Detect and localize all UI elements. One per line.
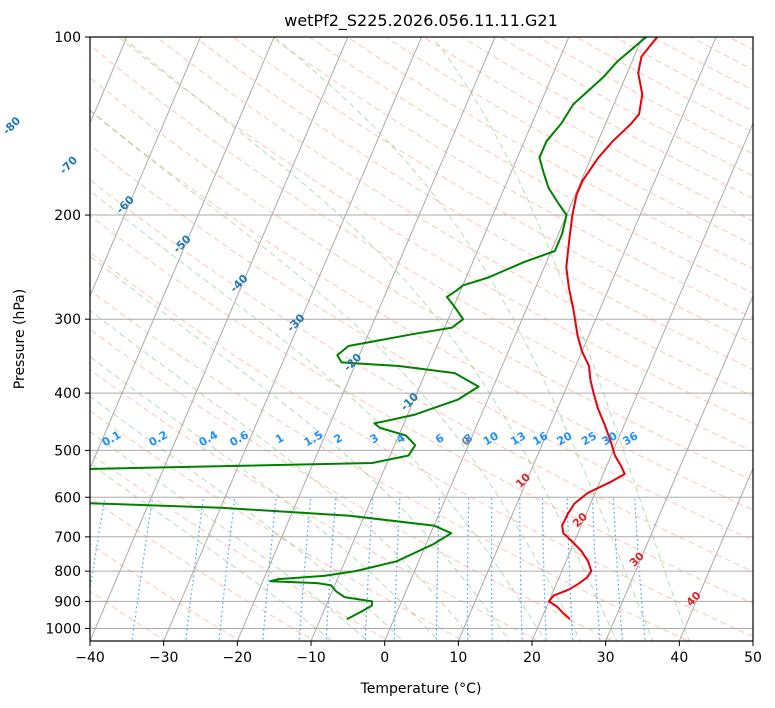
temperature-profile [547, 37, 658, 621]
dry-adiabat-line [90, 497, 316, 641]
isotherm-line [90, 37, 128, 125]
y-tick-label: 400 [54, 386, 81, 402]
profiles [90, 37, 658, 621]
isotherm-line [0, 10, 65, 653]
y-tick-label: 700 [54, 530, 81, 546]
mixing-ratio-line [262, 497, 277, 641]
dry-adiabat-line [90, 144, 753, 541]
isotherm-line [310, 37, 570, 641]
mixing-ratio-lines [90, 497, 646, 641]
isotherm-line [384, 37, 644, 641]
isotherm-line [90, 37, 275, 470]
isotherm-line [678, 467, 753, 641]
isobars [90, 37, 753, 629]
x-tick-label: −20 [223, 650, 253, 666]
dry-adiabat-line [90, 368, 540, 641]
x-tick-label: −30 [149, 650, 179, 666]
dry-adiabat-line [90, 289, 690, 641]
moist-adiabat-line [273, 37, 654, 641]
dry-adiabat-line [308, 37, 753, 294]
x-tick-label: −10 [296, 650, 326, 666]
isotherm-line [457, 37, 717, 641]
dry-adiabat-line [90, 251, 753, 638]
x-tick-label: 40 [670, 650, 688, 666]
dry-adiabat-line [90, 76, 753, 482]
y-tick-label: 200 [54, 208, 81, 224]
isotherm-line [531, 122, 753, 641]
mixing-ratio-line [393, 497, 401, 641]
dry-adiabat-line [90, 214, 753, 605]
mixing-ratio-line [634, 497, 646, 641]
isotherm-line [236, 37, 496, 641]
y-axis-ticks: 100 200 300 400 500 600 700 800 900 1000 [45, 30, 90, 637]
mixing-ratio-line [298, 497, 312, 641]
mixing-ratio-line [218, 497, 236, 641]
mixing-ratio-line [612, 497, 624, 641]
isotherm-label: -70 [57, 153, 80, 176]
isotherm-line [90, 37, 202, 298]
x-tick-label: 30 [597, 650, 615, 666]
y-tick-label: 100 [54, 30, 81, 46]
dry-adiabat-line [90, 410, 466, 641]
x-tick-label: 50 [744, 650, 762, 666]
mixing-ratio-line [566, 497, 574, 641]
x-axis-ticks: −40 −30 −20 −10 0 10 20 30 40 50 [75, 641, 762, 666]
x-tick-label: 0 [380, 650, 389, 666]
isotherm-line [163, 37, 423, 641]
dry-adiabat-line [232, 37, 753, 345]
plot-frame [89, 36, 754, 642]
y-tick-label: 500 [54, 443, 81, 459]
x-axis-label: Temperature (°C) [360, 681, 482, 697]
isotherms [0, 10, 753, 653]
mixing-ratio-line [466, 497, 470, 641]
dry-adiabat-line [90, 110, 753, 511]
y-tick-label: 1000 [45, 621, 81, 637]
dry-adiabat-line [90, 453, 391, 641]
mixing-ratio-line [364, 497, 374, 641]
isotherm-line [90, 37, 349, 641]
mixing-ratio-line [490, 497, 493, 641]
x-tick-label: 10 [449, 650, 467, 666]
isotherm-line [605, 294, 753, 641]
dewpoint-profile [90, 37, 647, 621]
y-tick-label: 600 [54, 490, 81, 506]
y-tick-label: 900 [54, 594, 81, 610]
x-tick-label: −40 [75, 650, 105, 666]
plot-background [90, 37, 753, 641]
y-tick-label: 800 [54, 564, 81, 580]
chart-title: wetPf2_S225.2026.056.11.11.G21 [284, 11, 558, 31]
dry-adiabat-line [90, 543, 241, 641]
isotherm-label: -80 [0, 114, 23, 137]
mixing-ratio-line [325, 497, 337, 641]
mixing-ratio-line [519, 497, 523, 641]
mixing-ratio-line [591, 497, 601, 641]
mixing-ratio-line [435, 497, 441, 641]
dry-adiabat-line [155, 37, 753, 397]
y-tick-label: 300 [54, 312, 81, 328]
mixing-ratio-line [541, 497, 547, 641]
y-axis-label: Pressure (hPa) [12, 289, 28, 389]
x-tick-label: 20 [523, 650, 541, 666]
